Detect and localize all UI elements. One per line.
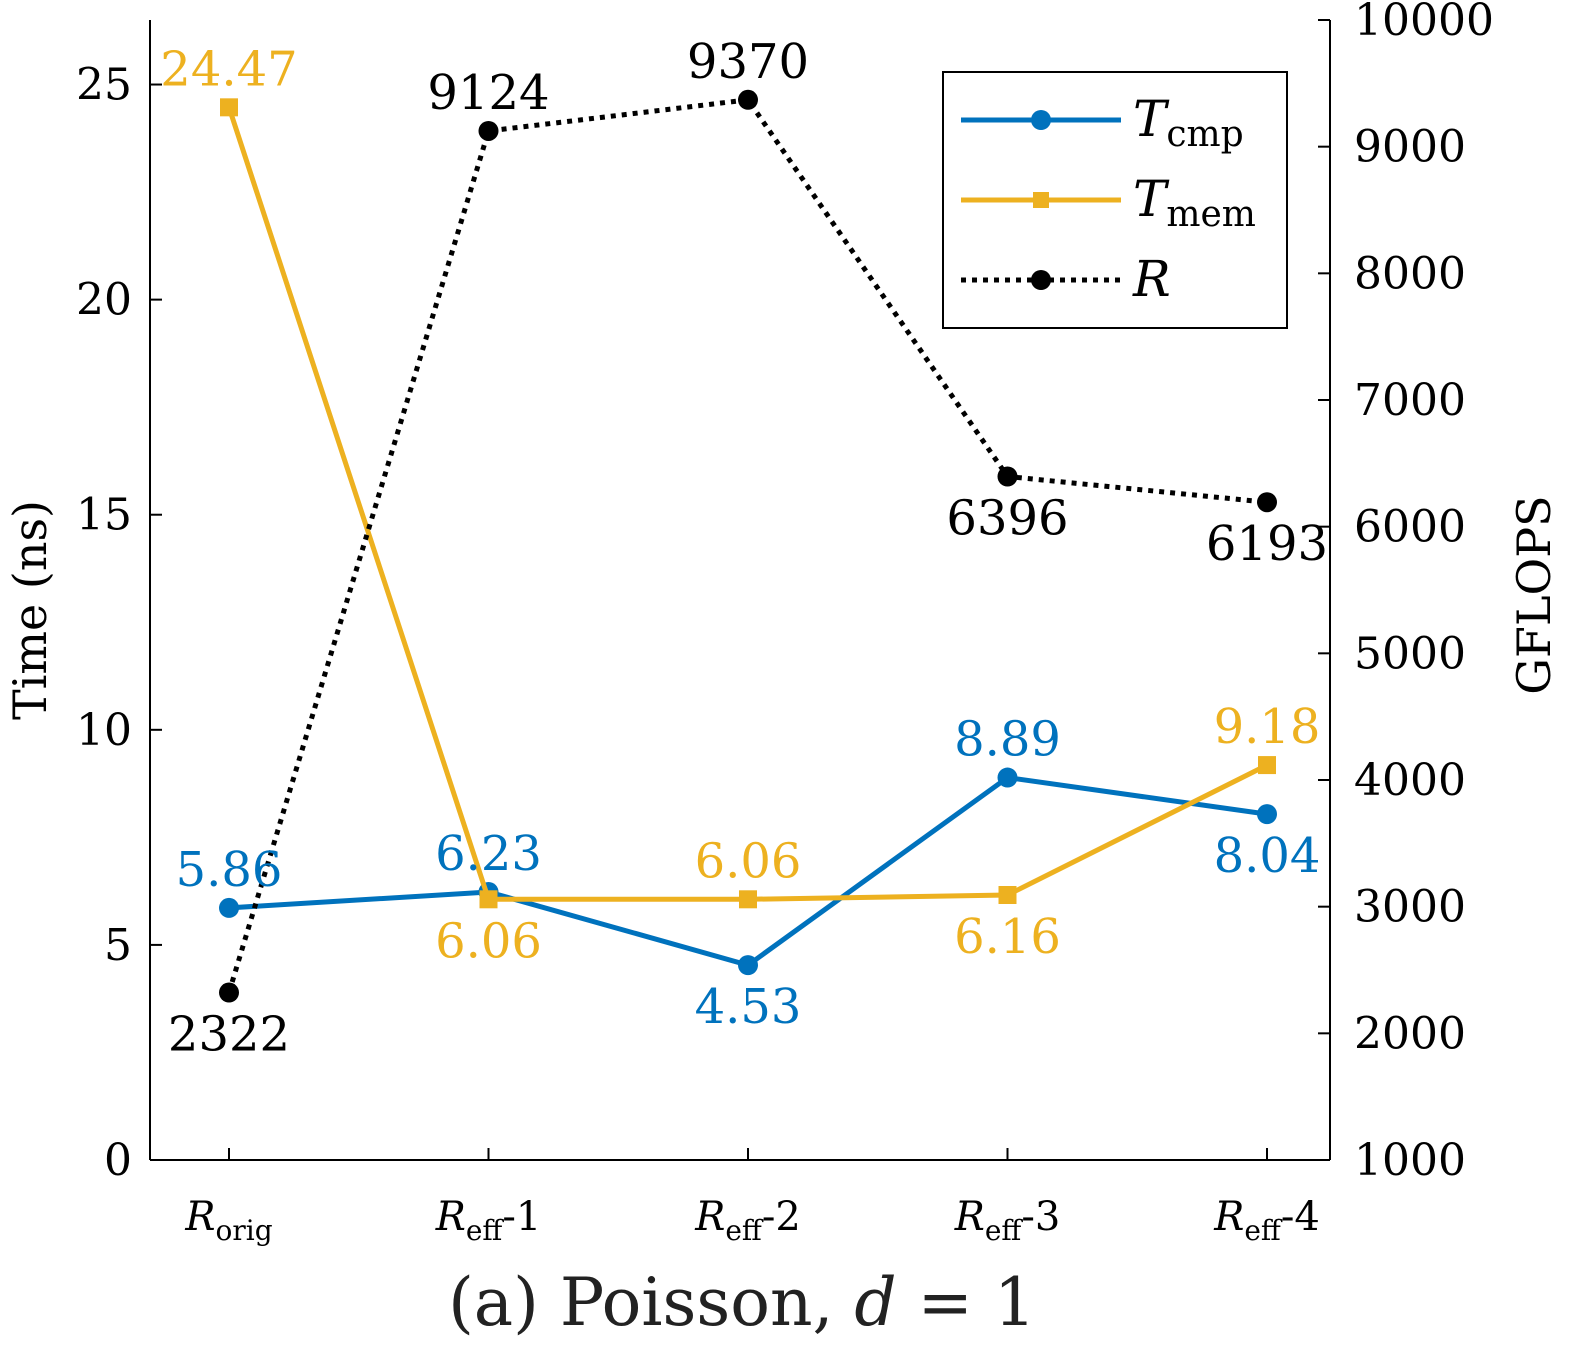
chart-caption: (a) Poisson, d = 1 [448, 1264, 1036, 1341]
data-label-layer: 5.86 6.23 4.53 8.89 8.04 24.47 6.06 6.06 6.16 9.1… [160, 34, 1328, 1063]
data-label: 9370 [687, 34, 809, 90]
caption-prefix: (a) Poisson, [448, 1264, 854, 1341]
data-point-marker [738, 955, 758, 976]
legend-swatch-marker [1031, 110, 1051, 130]
data-label: 6193 [1206, 516, 1328, 572]
data-label: 6396 [946, 491, 1068, 547]
left-tick-label: 5 [104, 920, 132, 971]
data-point-marker [998, 886, 1017, 905]
legend-swatch-marker [1033, 192, 1049, 208]
data-label: 5.86 [176, 842, 283, 898]
right-tick-label: 6000 [1354, 502, 1466, 553]
right-tick-label: 1000 [1354, 1135, 1466, 1186]
left-tick-label: 15 [76, 490, 132, 541]
data-point-marker [478, 120, 499, 141]
right-tick-label: 2000 [1354, 1008, 1466, 1059]
data-label: 8.04 [1214, 828, 1321, 884]
legend-entry-label: R [1132, 250, 1171, 308]
legend-entry-label: Tmem [1133, 170, 1256, 235]
data-label: 24.47 [160, 41, 297, 97]
right-tick-label: 10000 [1354, 0, 1494, 46]
data-point-marker [1257, 804, 1277, 825]
right-tick-label: 4000 [1354, 755, 1466, 806]
x-tick-label: Reff-4 [1213, 1194, 1320, 1247]
data-point-marker [1257, 492, 1277, 513]
data-label: 6.06 [695, 833, 802, 889]
right-tick-label: 8000 [1354, 248, 1466, 299]
x-tick-label: Reff-1 [435, 1194, 542, 1247]
data-label: 6.06 [435, 913, 542, 969]
left-axis-title: Time (ns) [3, 500, 57, 720]
series-line-r [226, 97, 1268, 994]
right-axis-title: GFLOPS [1507, 495, 1561, 694]
left-tick-label: 0 [104, 1135, 132, 1186]
data-label: 8.89 [954, 712, 1061, 768]
axes-layer: 0 5 10 15 20 25 1000 2000 3000 4000 5000 6000 7000 80… [76, 0, 1494, 1247]
data-point-marker [219, 982, 239, 1003]
right-tick-label: 5000 [1354, 628, 1466, 679]
legend: Tcmp Tmem R [942, 71, 1288, 329]
left-tick-label: 10 [76, 705, 132, 756]
data-label: 6.16 [954, 909, 1061, 965]
caption-variable: d [854, 1264, 896, 1341]
data-label: 4.53 [695, 979, 802, 1035]
x-tick-label: Rorig [184, 1194, 272, 1247]
left-tick-label: 25 [76, 60, 132, 111]
data-label: 2322 [168, 1007, 290, 1063]
data-point-marker [220, 98, 238, 117]
x-tick-label: Reff-2 [694, 1194, 801, 1247]
data-point-marker [738, 89, 758, 110]
data-point-marker [479, 890, 498, 909]
x-tick-label: Reff-3 [954, 1194, 1061, 1247]
data-point-marker [219, 897, 239, 918]
data-point-marker [997, 466, 1018, 487]
data-label: 9124 [427, 65, 549, 121]
legend-entry-label: Tcmp [1133, 90, 1244, 155]
legend-swatch-marker [1031, 270, 1051, 290]
left-tick-label: 20 [76, 275, 132, 326]
data-point-marker [1258, 756, 1276, 775]
right-tick-label: 7000 [1354, 375, 1466, 426]
data-point-marker [997, 767, 1018, 788]
data-label: 9.18 [1214, 699, 1321, 755]
data-point-marker [739, 890, 757, 909]
caption-suffix: = 1 [897, 1264, 1036, 1341]
right-tick-label: 9000 [1354, 122, 1466, 173]
data-label: 6.23 [435, 826, 542, 882]
right-tick-label: 3000 [1354, 882, 1466, 933]
series-layer [219, 89, 1277, 1003]
